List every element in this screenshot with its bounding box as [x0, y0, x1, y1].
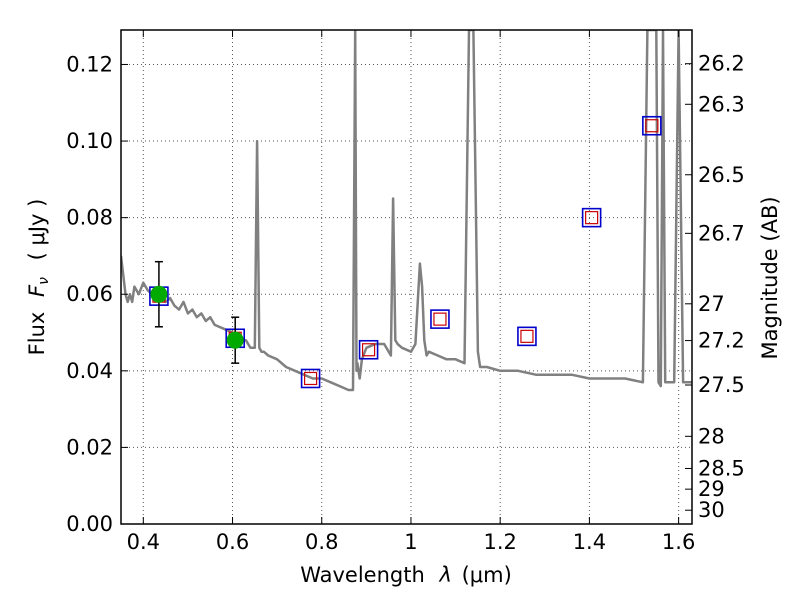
- x-tick-label: 1: [404, 530, 417, 554]
- y2-tick-label: 27: [698, 292, 725, 316]
- sed-model-line: [121, 30, 692, 392]
- y-tick-label: 0.02: [66, 435, 113, 459]
- plot-area: [121, 30, 692, 392]
- y-tick-label: 0.12: [66, 52, 113, 76]
- model-photometry-inner: [361, 343, 376, 357]
- y2-tick-label: 29: [698, 477, 725, 501]
- y2-tick-label: 26.5: [698, 163, 745, 187]
- y2-tick-label: 27.5: [698, 373, 745, 397]
- model-photometry-square: [642, 115, 662, 136]
- model-photometry-square: [430, 309, 450, 329]
- model-photometry-square: [517, 326, 537, 347]
- x-tick-label: 1.6: [662, 530, 695, 554]
- model-photometry-square: [300, 368, 321, 389]
- y2-tick-label: 26.2: [698, 52, 745, 76]
- observed-point: [150, 285, 168, 303]
- x-tick-label: 1.2: [483, 530, 516, 554]
- model-photometry-square: [358, 339, 379, 360]
- model-photometry-inner: [645, 119, 659, 133]
- model-photometry-square: [581, 207, 602, 228]
- y-tick-label: 0.08: [66, 206, 113, 230]
- y2-tick-label: 30: [698, 498, 725, 522]
- x-tick-label: 1.4: [573, 530, 606, 554]
- y2-tick-label: 26.3: [698, 92, 745, 116]
- y2-axis-title: Magnitude (AB): [758, 196, 782, 359]
- y-tick-label: 0.06: [66, 282, 113, 306]
- y2-tick-label: 27.2: [698, 329, 745, 353]
- model-photometry-inner: [520, 329, 534, 343]
- model-photometry-inner: [585, 211, 599, 225]
- x-tick-label: 0.4: [127, 530, 160, 554]
- y-tick-label: 0.10: [66, 129, 113, 153]
- y2-tick-label: 28.5: [698, 456, 745, 480]
- observed-point: [226, 331, 244, 349]
- y-tick-label: 0.00: [66, 512, 113, 536]
- y-axis: 0.00 0.02 0.04 0.06 0.08 0.10 0.12: [66, 52, 128, 536]
- x-axis: 0.4 0.6 0.8 1 1.2 1.4 1.6: [127, 30, 695, 554]
- y-axis-title: Flux Fν ( μJy ): [25, 199, 53, 356]
- x-axis-title: Wavelength λ (μm): [300, 563, 512, 587]
- model-photometry-inner: [433, 312, 447, 326]
- plot-frame: [120, 29, 693, 525]
- model-photometry-inner: [303, 371, 318, 386]
- y-tick-label: 0.04: [66, 359, 113, 383]
- x-tick-label: 0.8: [305, 530, 338, 554]
- y2-tick-label: 28: [698, 424, 725, 448]
- y2-tick-label: 26.7: [698, 221, 745, 245]
- grid-lines: [121, 30, 692, 525]
- x-tick-label: 0.6: [216, 530, 249, 554]
